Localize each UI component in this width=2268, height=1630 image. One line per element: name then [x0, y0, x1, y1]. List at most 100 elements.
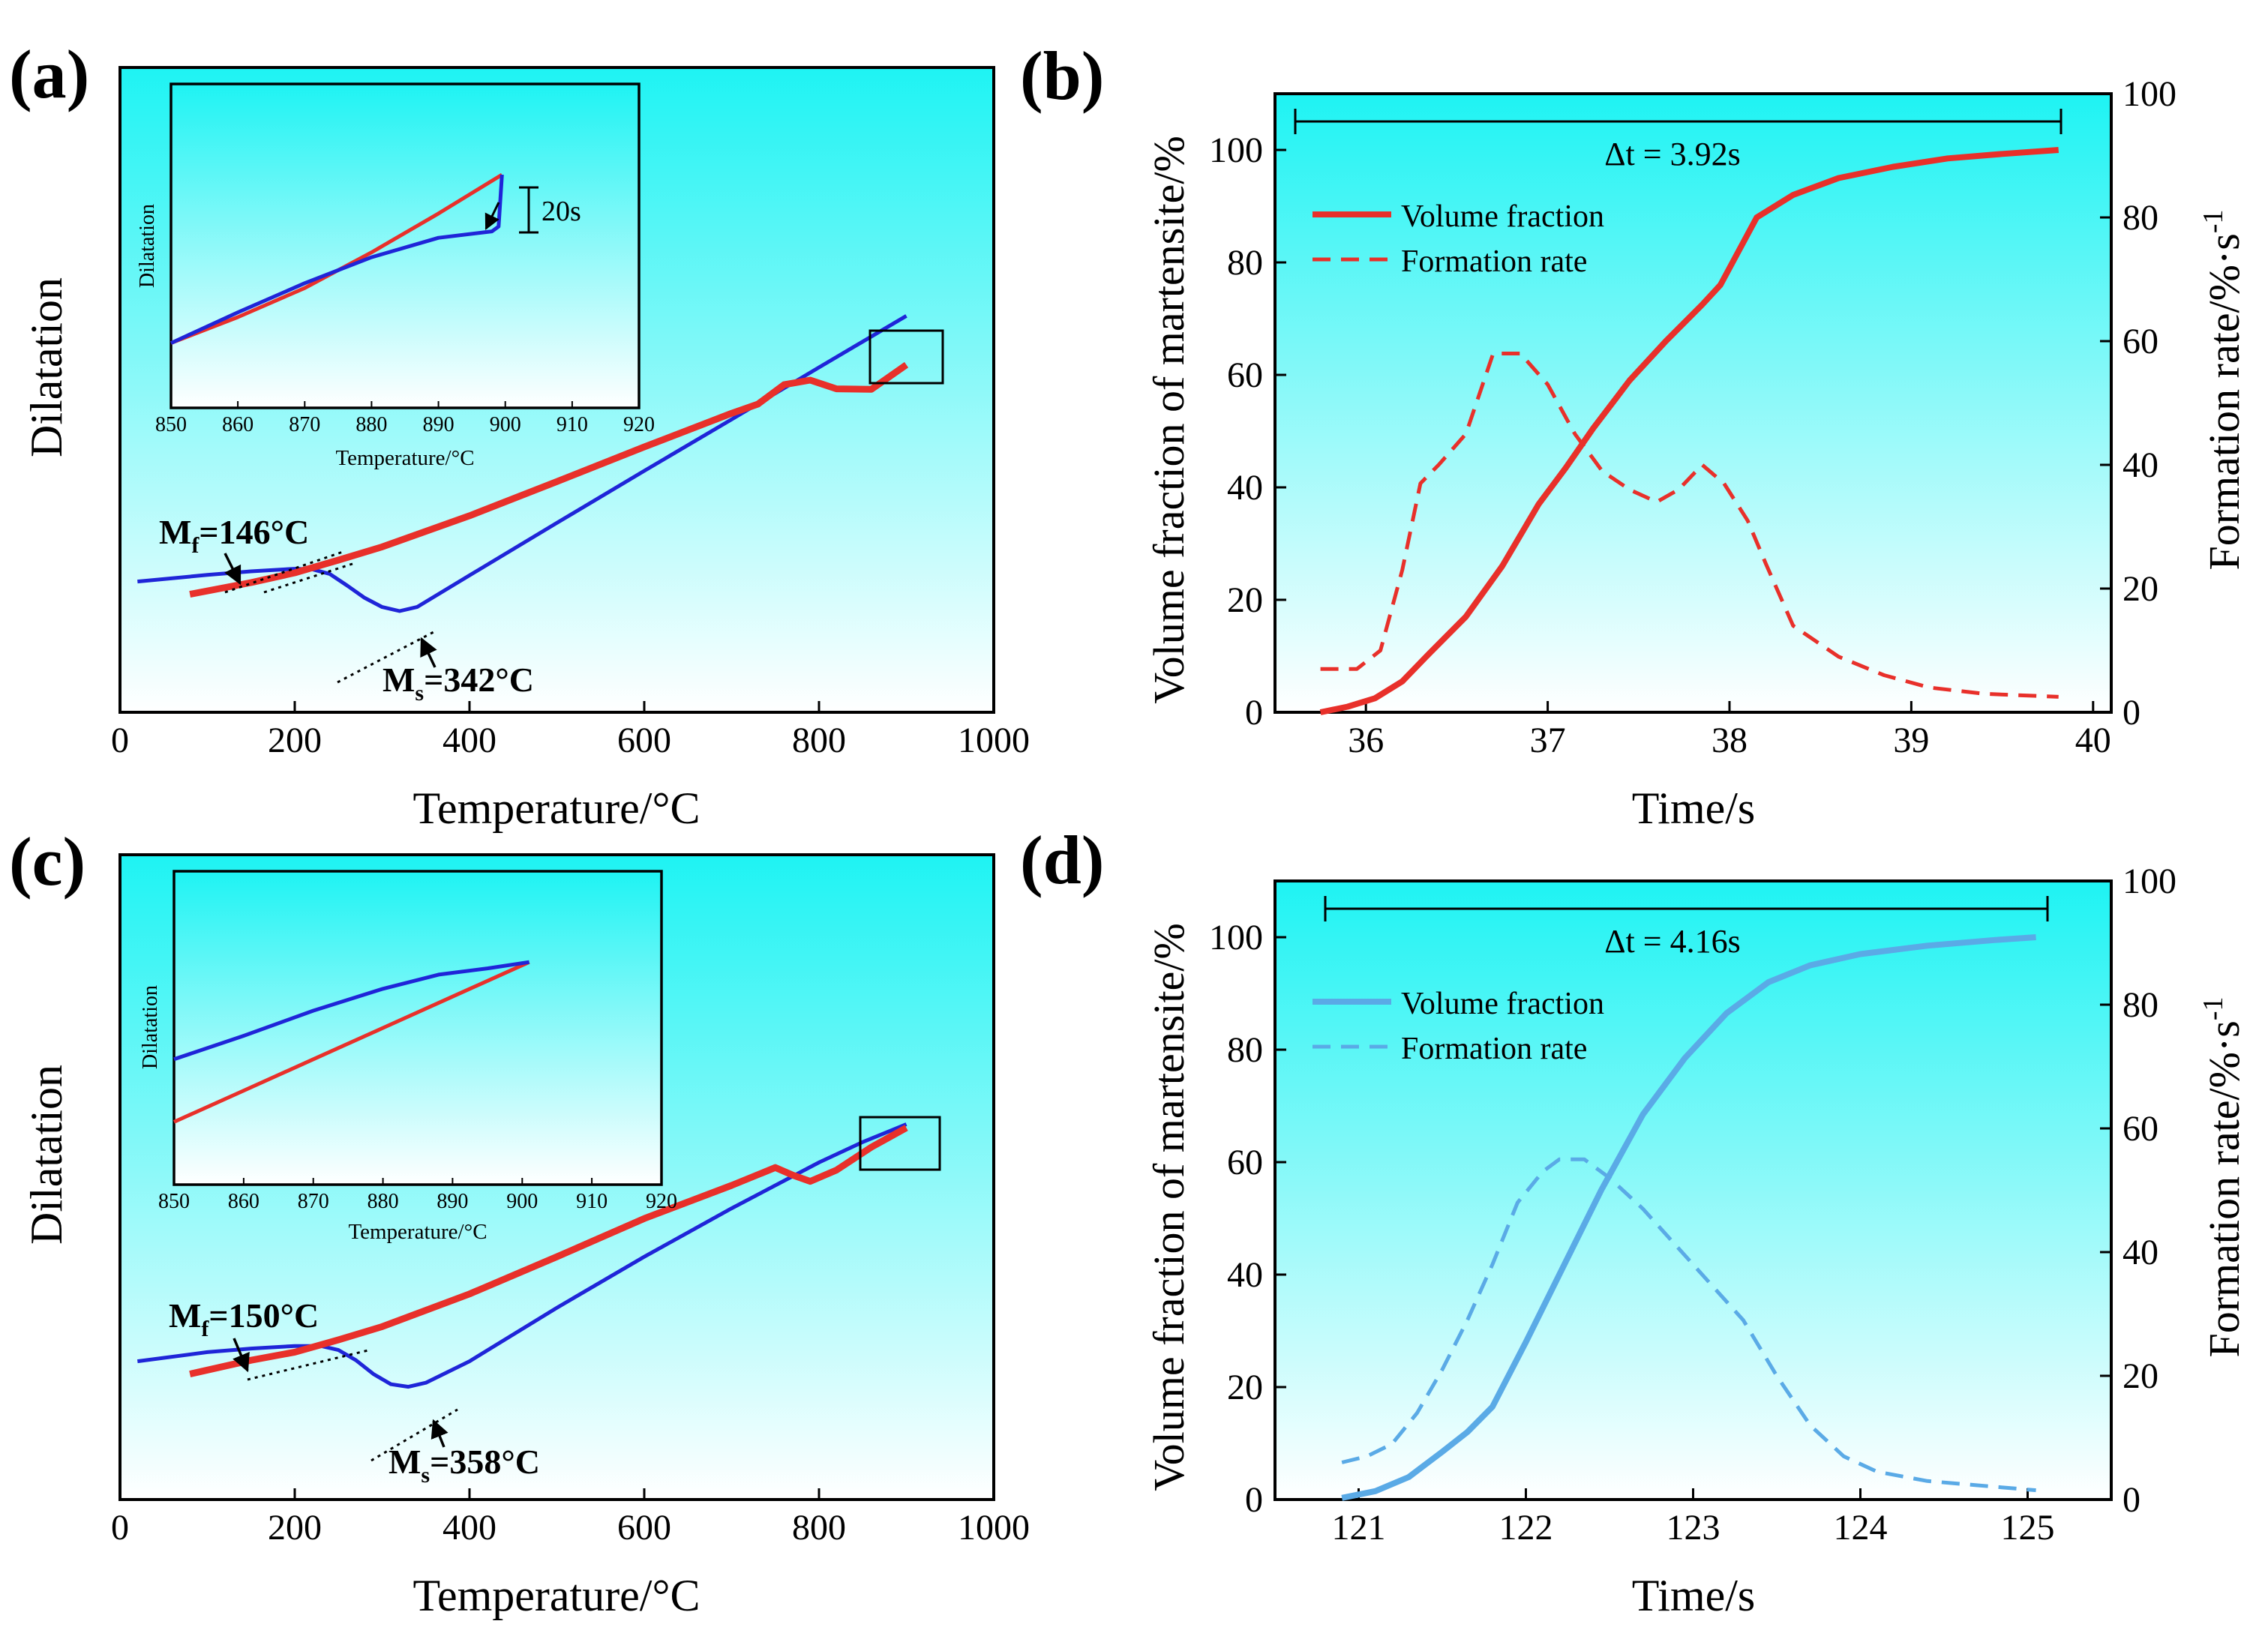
- y-tick-label: 20: [1227, 1368, 1263, 1407]
- y-axis-label: Volume fraction of martensite/%: [1144, 136, 1193, 704]
- legend-formation-rate: Formation rate: [1401, 244, 1587, 279]
- x-tick-label: 900: [506, 1190, 538, 1213]
- y2-tick-label: 100: [2122, 74, 2176, 114]
- x-tick-label: 39: [1893, 721, 1929, 760]
- y-axis-label: Dilatation: [22, 1065, 71, 1245]
- legend-volume-fraction: Volume fraction: [1401, 987, 1604, 1021]
- dilatation-heating-line: [137, 314, 908, 613]
- x-tick-label: 600: [617, 721, 671, 760]
- y-tick-label: 40: [1227, 1255, 1263, 1295]
- y2-tick-label: 40: [2122, 445, 2158, 485]
- y-tick-label: 0: [1245, 1480, 1263, 1520]
- panel-c: (c) 0 200 400 600 800 1000 Temperature/°…: [9, 823, 1030, 1620]
- zoom-box: [868, 329, 944, 385]
- x-tick-label: 121: [1332, 1508, 1386, 1548]
- x-axis-label: Temperature/°C: [413, 1571, 700, 1620]
- y2-tick-label: 20: [2122, 569, 2158, 609]
- y2-tick-label: 40: [2122, 1233, 2158, 1272]
- y-tick-label: 100: [1209, 130, 1263, 170]
- formation-rate-line: [1341, 1157, 2036, 1493]
- panel-d: (d) 121 122 123 124 125 0 20 40 60 80 10…: [1020, 822, 2248, 1620]
- mf-arrow: [232, 1338, 250, 1373]
- mf-arrow: [224, 553, 242, 586]
- x-axis-label: Time/s: [1632, 784, 1756, 833]
- x-tick-label: 920: [623, 413, 655, 436]
- x-tick-label: 890: [423, 413, 454, 436]
- x-tick-label: 870: [298, 1190, 329, 1213]
- x-axis-label: Time/s: [1632, 1571, 1756, 1620]
- tangent-line: [224, 550, 346, 594]
- dilatation-heating-line: [136, 1122, 908, 1389]
- y-axis-label: Volume fraction of martensite/%: [1144, 923, 1193, 1491]
- mf-annotation: Mf=146°C: [159, 513, 309, 558]
- mf-annotation: Mf=150°C: [169, 1296, 319, 1341]
- delta-t-label: Δt = 3.92s: [1604, 136, 1740, 172]
- x-tick-label: 400: [442, 721, 496, 760]
- time-note: 20s: [542, 196, 581, 227]
- inset-x-axis-label: Temperature/°C: [348, 1220, 487, 1244]
- inset-c: 850 860 870 880 890 900 910 920 Temperat…: [139, 870, 677, 1244]
- y2-tick-label: 100: [2122, 861, 2176, 901]
- inset-heating-line: [173, 960, 530, 1062]
- x-tick-label: 40: [2075, 721, 2111, 760]
- y-tick-label: 80: [1227, 243, 1263, 283]
- ms-annotation: Ms=342°C: [382, 661, 534, 706]
- x-tick-label: 36: [1348, 721, 1384, 760]
- x-tick-label: 600: [617, 1508, 671, 1548]
- inset-arrow: [484, 202, 500, 230]
- inset-cooling-line: [172, 960, 530, 1124]
- x-tick-label: 850: [155, 413, 187, 436]
- panel-a: (a) 0 200 400 600 800 1000 Temperature/°…: [9, 36, 1030, 833]
- x-tick-label: 900: [490, 413, 521, 436]
- y-tick-label: 60: [1227, 1143, 1263, 1182]
- x-tick-label: 400: [442, 1508, 496, 1548]
- tangent-line: [370, 1408, 458, 1462]
- plot-area: [1274, 879, 2113, 1501]
- panel-label: (d): [1020, 822, 1104, 898]
- x-tick-label: 920: [646, 1190, 677, 1213]
- x-tick-label: 1000: [958, 721, 1030, 760]
- x-tick-label: 200: [268, 721, 322, 760]
- delta-t-label: Δt = 4.16s: [1604, 923, 1740, 960]
- inset-y-axis-label: Dilatation: [136, 204, 159, 288]
- x-tick-label: 910: [576, 1190, 608, 1213]
- panel-b: (b) 36 37 38 39 40 0 20 40 60 80 100 0 2…: [1020, 37, 2248, 833]
- x-tick-label: 870: [289, 413, 320, 436]
- panel-label: (b): [1020, 37, 1104, 114]
- y2-tick-label: 20: [2122, 1356, 2158, 1396]
- inset-a: 850 860 870 880 890 900 910 920 Temperat…: [136, 82, 655, 470]
- x-axis-label: Temperature/°C: [413, 784, 700, 833]
- x-tick-label: 200: [268, 1508, 322, 1548]
- inset-x-axis-label: Temperature/°C: [335, 446, 474, 470]
- tangent-line: [263, 562, 353, 594]
- y2-tick-label: 80: [2122, 198, 2158, 238]
- y-tick-label: 40: [1227, 468, 1263, 508]
- legend-volume-fraction: Volume fraction: [1401, 199, 1604, 234]
- x-tick-label: 800: [792, 1508, 846, 1548]
- legend-formation-rate: Formation rate: [1401, 1032, 1587, 1066]
- x-tick-label: 910: [556, 413, 588, 436]
- dilatation-cooling-line: [189, 1125, 908, 1377]
- x-tick-label: 1000: [958, 1508, 1030, 1548]
- x-axis-ticks: [118, 701, 995, 712]
- ms-arrow: [420, 637, 437, 668]
- x-tick-label: 125: [2001, 1508, 2055, 1548]
- x-tick-label: 122: [1499, 1508, 1553, 1548]
- inset-plot-area: [172, 870, 663, 1186]
- volume-fraction-line: [1319, 147, 2059, 715]
- y-tick-label: 0: [1245, 693, 1263, 733]
- zoom-box: [859, 1116, 941, 1171]
- y2-axis-label: Formation rate/%·s-1: [2198, 996, 2248, 1357]
- y2-tick-label: 80: [2122, 985, 2158, 1025]
- x-tick-label: 850: [158, 1190, 190, 1213]
- x-tick-label: 880: [368, 1190, 399, 1213]
- x-tick-label: 37: [1530, 721, 1566, 760]
- y2-tick-label: 0: [2122, 693, 2140, 733]
- volume-fraction-line: [1341, 934, 2036, 1501]
- x-tick-label: 800: [792, 721, 846, 760]
- y2-tick-label: 0: [2122, 1480, 2140, 1520]
- ms-arrow: [430, 1419, 448, 1448]
- panel-label: (c): [9, 823, 86, 900]
- y-axis-label: Dilatation: [22, 277, 71, 457]
